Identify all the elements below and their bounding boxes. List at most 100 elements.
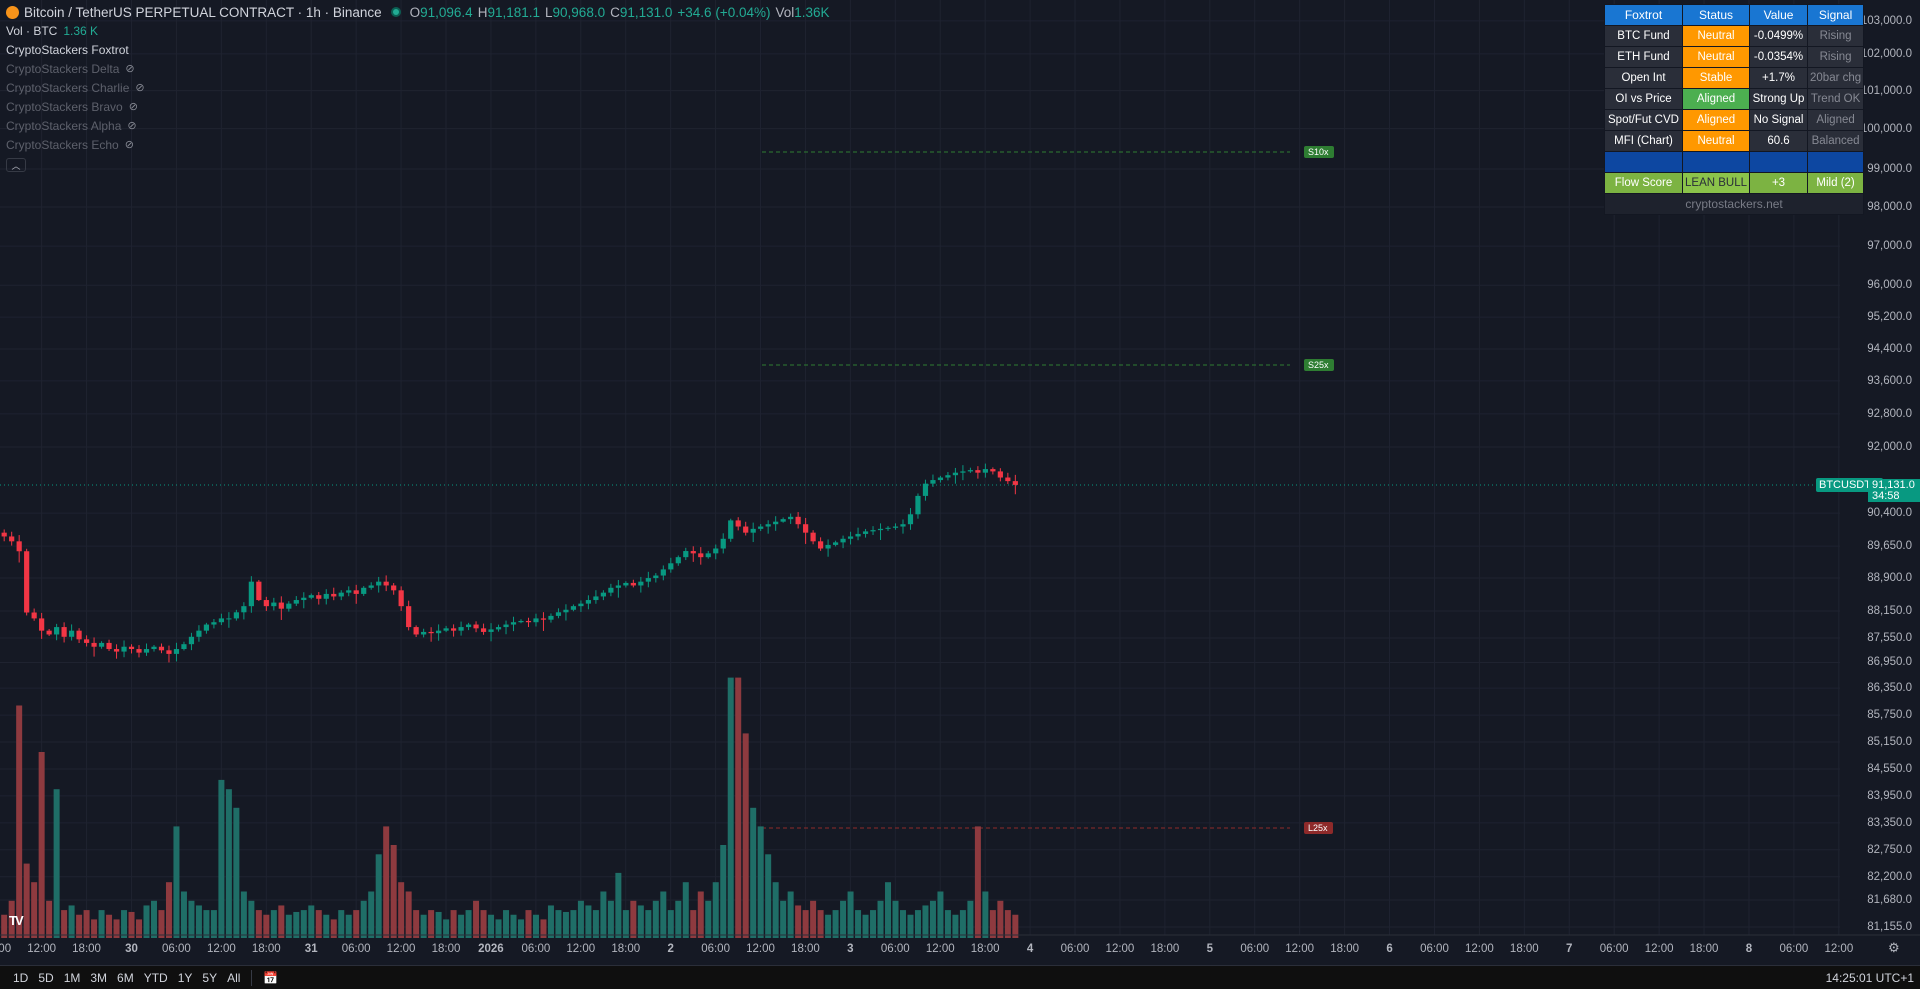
symbol-price-tag: BTCUSDT.P — [1816, 478, 1884, 492]
volume-bar — [210, 910, 217, 938]
volume-bar — [944, 910, 951, 938]
price-axis-label: 90,400.0 — [1867, 507, 1912, 520]
range-1y[interactable]: 1Y — [177, 970, 193, 985]
settings-icon[interactable]: ⚙ — [1888, 940, 1900, 955]
price-axis-label: 83,950.0 — [1867, 789, 1912, 802]
candle-body — [436, 630, 442, 634]
volume-bar — [203, 910, 210, 938]
high-value: 91,181.1 — [487, 4, 541, 20]
price-axis-label: 88,900.0 — [1867, 571, 1912, 584]
volume-bar — [577, 900, 584, 938]
price-axis-label: 83,350.0 — [1867, 816, 1912, 829]
volume-bar — [248, 900, 255, 938]
candle-body — [76, 630, 82, 640]
candle-body — [885, 527, 891, 529]
volume-bar — [255, 910, 262, 938]
range-ytd[interactable]: YTD — [143, 970, 168, 985]
eye-hidden-icon[interactable]: ⊘ — [128, 101, 138, 113]
candle-body — [713, 548, 719, 554]
range-1m[interactable]: 1M — [63, 970, 81, 985]
candle-body — [203, 624, 210, 631]
volume-bar — [443, 919, 450, 938]
candle-body — [383, 581, 389, 586]
last-price-label: 91,131.0 34:58 — [1868, 479, 1920, 502]
volume-bar — [91, 919, 98, 938]
volume-bar — [802, 910, 809, 938]
volume-bar — [293, 911, 300, 938]
range-5d[interactable]: 5D — [38, 970, 54, 985]
time-axis-label: 18:00 — [251, 943, 281, 955]
candle-body — [31, 612, 37, 619]
volume-bar — [765, 854, 772, 938]
time-axis-label: 18:00 — [1689, 943, 1719, 955]
candle-body — [937, 477, 944, 481]
range-1d[interactable]: 1D — [13, 970, 29, 985]
indicator-foxtrot[interactable]: CryptoStackers Foxtrot — [6, 42, 129, 57]
time-axis-label: 12:00 — [1285, 943, 1315, 955]
volume-bar — [278, 905, 285, 938]
candle-body — [997, 471, 1003, 478]
candle-body — [331, 593, 337, 597]
range-6m[interactable]: 6M — [117, 970, 134, 985]
collapse-legend-button[interactable]: ︿ — [6, 158, 26, 172]
candle-body — [158, 646, 165, 651]
table-row: Open Int Stable +1.7% 20bar chg — [1604, 67, 1865, 89]
time-axis-label: 12:00 — [566, 943, 596, 955]
candle-body — [675, 557, 681, 564]
range-3m[interactable]: 3M — [90, 970, 108, 985]
volume-bar — [173, 826, 180, 938]
volume-bar — [428, 910, 435, 938]
eye-hidden-icon[interactable]: ⊘ — [124, 139, 134, 151]
range-5y[interactable]: 5Y — [202, 970, 218, 985]
volume-bar — [675, 900, 682, 938]
indicator-echo[interactable]: CryptoStackers Echo ⊘ — [6, 137, 134, 152]
time-axis-label: 12:00 — [206, 943, 236, 955]
candle-body — [840, 538, 846, 543]
volume-bar — [780, 900, 787, 938]
candle-body — [773, 521, 779, 525]
bottom-toolbar: 1D 5D 1M 3M 6M YTD 1Y 5Y All 📅 14:25:01 … — [0, 965, 1920, 989]
volume-bar — [720, 845, 727, 938]
time-axis-label: 18:00 — [1150, 943, 1180, 955]
volume-bar — [413, 910, 420, 938]
indicator-charlie[interactable]: CryptoStackers Charlie ⊘ — [6, 80, 145, 95]
volume-bar — [914, 910, 921, 938]
volume-bar — [570, 910, 577, 938]
eye-hidden-icon[interactable]: ⊘ — [127, 120, 137, 132]
candle-body — [780, 519, 786, 522]
candle-body — [533, 618, 539, 623]
go-to-date-calendar-icon[interactable]: 📅 — [263, 970, 279, 985]
indicator-volume[interactable]: Vol · BTC 1.36 K — [6, 23, 99, 38]
candle-body — [743, 526, 749, 533]
candle-body — [91, 642, 97, 647]
candle-body — [698, 553, 704, 558]
time-axis-label: 2 — [667, 943, 674, 955]
volume-bar — [562, 911, 569, 938]
volume-bar — [630, 900, 637, 938]
volume-bar — [360, 900, 367, 938]
volume-bar — [503, 910, 510, 938]
volume-bar — [465, 910, 472, 938]
symbol-title[interactable]: Bitcoin / TetherUS PERPETUAL CONTRACT · … — [24, 4, 382, 20]
time-axis-label: 18:00 — [72, 943, 101, 955]
volume-bar — [225, 789, 232, 938]
candle-body — [271, 602, 277, 607]
candle-body — [69, 630, 75, 637]
volume-bar — [518, 919, 524, 938]
price-axis-label: 92,800.0 — [1867, 407, 1912, 420]
eye-hidden-icon[interactable]: ⊘ — [135, 82, 145, 94]
volume-bar — [735, 677, 742, 938]
clock-timezone[interactable]: 14:25:01 UTC+1 — [1825, 971, 1914, 985]
volume-bar — [959, 910, 966, 938]
range-all[interactable]: All — [227, 970, 241, 985]
candle-body — [233, 612, 239, 619]
eye-hidden-icon[interactable]: ⊘ — [125, 63, 135, 75]
price-axis-label: 88,150.0 — [1867, 605, 1912, 618]
tradingview-logo[interactable]: TV — [9, 913, 24, 928]
indicator-delta[interactable]: CryptoStackers Delta ⊘ — [6, 61, 135, 76]
indicator-alpha[interactable]: CryptoStackers Alpha ⊘ — [6, 118, 137, 133]
candle-body — [316, 595, 322, 599]
indicator-bravo[interactable]: CryptoStackers Bravo ⊘ — [6, 99, 138, 114]
candle-body — [975, 470, 981, 473]
candle-body — [945, 475, 951, 478]
